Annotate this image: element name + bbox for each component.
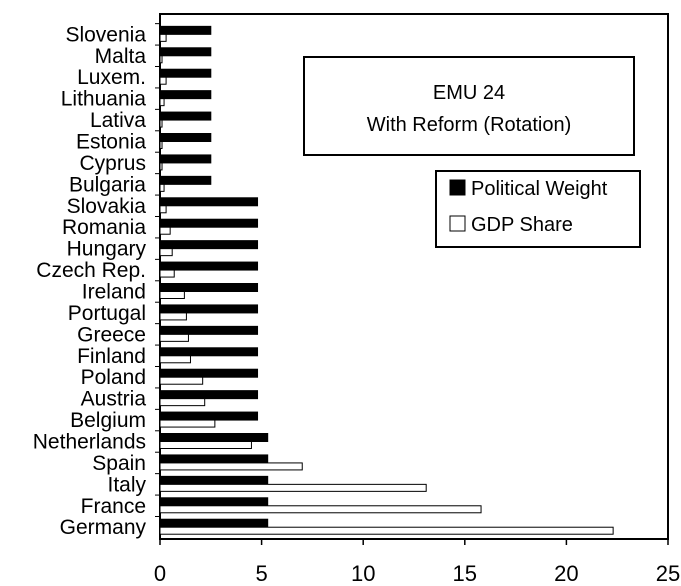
- bar-political-weight-spain: [159, 454, 269, 464]
- bar-gdp-share-estonia: [159, 141, 163, 149]
- bar-political-weight-italy: [159, 475, 269, 485]
- category-labels: SloveniaMaltaLuxem.LithuaniaLativaEstoni…: [33, 23, 160, 539]
- category-label-romania: Romania: [62, 216, 146, 239]
- bar-gdp-share-luxem: [159, 76, 167, 85]
- bar-political-weight-france: [159, 497, 269, 507]
- title-box-border: [303, 56, 635, 156]
- bars-layer: [159, 25, 614, 535]
- bar-political-weight-poland: [159, 368, 259, 378]
- category-label-belgium: Belgium: [70, 409, 146, 432]
- category-label-slovenia: Slovenia: [65, 23, 146, 46]
- bar-political-weight-malta: [159, 47, 212, 57]
- legend-border: [435, 170, 641, 248]
- bar-gdp-share-slovakia: [159, 205, 167, 214]
- category-label-austria: Austria: [81, 388, 147, 411]
- category-label-hungary: Hungary: [67, 238, 147, 261]
- category-label-cyprus: Cyprus: [79, 152, 146, 175]
- x-tick-label-0: 0: [154, 561, 166, 586]
- bar-political-weight-portugal: [159, 304, 259, 314]
- bar-political-weight-estonia: [159, 133, 212, 142]
- category-label-germany: Germany: [60, 516, 147, 539]
- category-label-bulgaria: Bulgaria: [69, 173, 146, 196]
- bar-political-weight-netherlands: [159, 433, 269, 442]
- category-label-slovakia: Slovakia: [67, 195, 147, 218]
- category-label-italy: Italy: [107, 473, 146, 496]
- category-label-greece: Greece: [77, 323, 146, 346]
- bar-political-weight-germany: [159, 518, 269, 528]
- legend-swatch-gdp-share: [449, 215, 466, 232]
- bar-political-weight-belgium: [159, 411, 259, 421]
- x-tick-label-25: 25: [656, 561, 680, 586]
- category-label-czech-rep: Czech Rep.: [36, 259, 146, 282]
- bar-gdp-share-austria: [159, 398, 206, 407]
- bar-gdp-share-lativa: [159, 119, 163, 128]
- chart-title-line-2: With Reform (Rotation): [367, 114, 572, 136]
- chart-title-line-1: EMU 24: [433, 82, 505, 104]
- bar-political-weight-bulgaria: [159, 175, 212, 185]
- bar-political-weight-lithuania: [159, 90, 212, 100]
- bar-political-weight-romania: [159, 218, 259, 228]
- legend-label-gdp-share: GDP Share: [471, 214, 573, 236]
- legend: Political Weight GDP Share: [435, 170, 641, 248]
- bar-political-weight-slovenia: [159, 25, 212, 35]
- category-label-france: France: [81, 495, 146, 518]
- bar-gdp-share-poland: [159, 376, 204, 385]
- category-label-ireland: Ireland: [82, 281, 146, 304]
- category-label-poland: Poland: [81, 366, 146, 389]
- legend-label-political-weight: Political Weight: [471, 178, 608, 200]
- bar-gdp-share-netherlands: [159, 441, 252, 449]
- bar-gdp-share-belgium: [159, 419, 216, 428]
- category-label-lithuania: Lithuania: [61, 88, 147, 111]
- bar-political-weight-lativa: [159, 111, 212, 121]
- bar-political-weight-hungary: [159, 240, 259, 250]
- bar-gdp-share-malta: [159, 55, 163, 64]
- category-label-luxem: Luxem.: [77, 66, 146, 89]
- bar-political-weight-luxem: [159, 68, 212, 78]
- x-tick-label-10: 10: [351, 561, 375, 586]
- bar-gdp-share-romania: [159, 226, 171, 235]
- category-label-estonia: Estonia: [76, 131, 146, 154]
- bar-gdp-share-lithuania: [159, 98, 165, 107]
- bar-gdp-share-germany: [159, 526, 614, 535]
- bar-political-weight-austria: [159, 390, 259, 400]
- bar-political-weight-finland: [159, 347, 259, 357]
- bar-gdp-share-slovenia: [159, 33, 167, 42]
- x-axis: 0 5 10 15 20 25: [154, 539, 680, 586]
- x-tick-label-5: 5: [255, 561, 267, 586]
- bar-gdp-share-finland: [159, 355, 191, 364]
- bar-gdp-share-czech-rep: [159, 269, 175, 278]
- category-label-lativa: Lativa: [90, 109, 146, 132]
- bar-political-weight-cyprus: [159, 154, 212, 164]
- legend-swatch-political-weight: [449, 179, 466, 196]
- bar-gdp-share-hungary: [159, 248, 173, 257]
- bar-gdp-share-portugal: [159, 312, 187, 321]
- category-label-portugal: Portugal: [68, 302, 146, 325]
- bar-political-weight-greece: [159, 325, 259, 335]
- bar-political-weight-czech-rep: [159, 261, 259, 271]
- bar-gdp-share-cyprus: [159, 162, 163, 171]
- category-label-netherlands: Netherlands: [33, 431, 146, 454]
- bar-gdp-share-france: [159, 505, 482, 514]
- category-label-finland: Finland: [77, 345, 146, 368]
- bar-political-weight-slovakia: [159, 197, 259, 207]
- bar-gdp-share-spain: [159, 462, 303, 471]
- category-label-spain: Spain: [92, 452, 146, 475]
- bar-gdp-share-italy: [159, 483, 427, 492]
- category-label-malta: Malta: [95, 45, 147, 68]
- bar-political-weight-ireland: [159, 283, 259, 292]
- bar-gdp-share-greece: [159, 333, 189, 342]
- title-box: EMU 24 With Reform (Rotation): [303, 56, 635, 156]
- x-tick-label-15: 15: [453, 561, 477, 586]
- bar-gdp-share-bulgaria: [159, 183, 165, 192]
- bar-gdp-share-ireland: [159, 291, 185, 299]
- x-tick-label-20: 20: [554, 561, 578, 586]
